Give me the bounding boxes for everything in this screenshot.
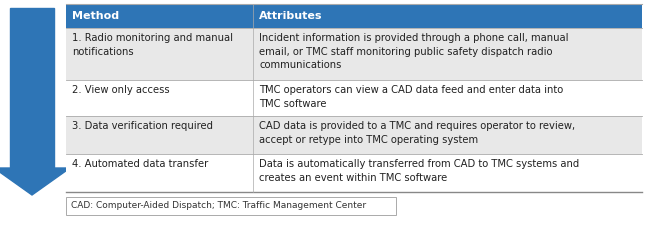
Bar	[66, 80, 642, 116]
Text: CAD data is provided to a TMC and requires operator to review,
accept or retype : CAD data is provided to a TMC and requir…	[259, 121, 575, 145]
Text: Data is automatically transferred from CAD to TMC systems and
creates an event w: Data is automatically transferred from C…	[259, 159, 579, 183]
Bar	[66, 116, 642, 154]
Text: TMC operators can view a CAD data feed and enter data into
TMC software: TMC operators can view a CAD data feed a…	[259, 85, 564, 109]
Polygon shape	[0, 168, 70, 195]
Bar	[66, 154, 642, 192]
Text: CAD: Computer-Aided Dispatch; TMC: Traffic Management Center: CAD: Computer-Aided Dispatch; TMC: Traff…	[71, 202, 366, 210]
Text: Incident information is provided through a phone call, manual
email, or TMC staf: Incident information is provided through…	[259, 33, 569, 70]
Text: Method: Method	[72, 11, 119, 21]
Polygon shape	[10, 8, 54, 168]
Text: 1. Radio monitoring and manual
notifications: 1. Radio monitoring and manual notificat…	[72, 33, 233, 57]
Bar	[66, 197, 396, 215]
Bar	[66, 4, 642, 28]
Text: 2. View only access: 2. View only access	[72, 85, 170, 95]
Text: 3. Data verification required: 3. Data verification required	[72, 121, 213, 131]
Text: 4. Automated data transfer: 4. Automated data transfer	[72, 159, 208, 169]
Bar	[66, 28, 642, 80]
Text: Attributes: Attributes	[259, 11, 322, 21]
